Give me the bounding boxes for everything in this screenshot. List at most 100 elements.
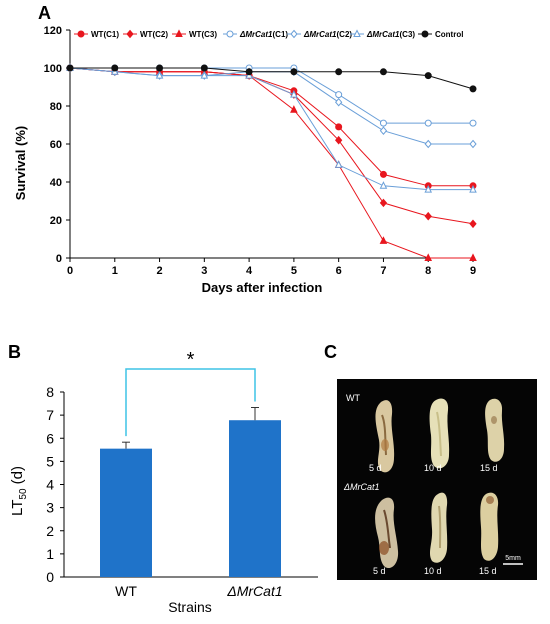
survival-x-tick-label: 9 (470, 265, 476, 277)
survival-point (424, 253, 433, 261)
legend-marker (290, 29, 298, 39)
legend-label: WT(C1) (91, 30, 119, 39)
survival-ticks: 0 20 40 60 80 100 120 0 1 2 3 4 5 6 7 8 9 (44, 25, 476, 277)
survival-point (469, 253, 477, 261)
legend-marker (77, 30, 85, 38)
survival-point (469, 85, 477, 93)
photo-day-mutant-15d: 15 d (479, 566, 497, 576)
significance-bracket: * (125, 349, 256, 437)
legend-item-4: ΔMrCat1(C1) (223, 30, 288, 39)
survival-point (379, 68, 387, 76)
legend-label: ΔMrCat1(C3) (366, 30, 415, 39)
legend-marker (353, 29, 361, 37)
legend-item-6: ΔMrCat1(C3) (350, 29, 415, 39)
survival-axes (69, 30, 473, 259)
survival-series-1 (66, 64, 477, 190)
larvae-photo: WT ΔMrCat1 5 d 10 d 15 d 5 d 10 d 15 d 5… (337, 379, 537, 580)
survival-point (155, 70, 164, 79)
survival-point (379, 170, 387, 178)
lt50-y-tick-label: 4 (46, 477, 54, 493)
legend-item-7: Control (418, 30, 463, 39)
survival-point (469, 139, 477, 149)
survival-x-tick-label: 5 (291, 265, 297, 277)
survival-point (424, 119, 432, 127)
legend-label: Control (435, 30, 463, 39)
lt50-x-axis-label: Strains (168, 599, 212, 615)
lt50-y-tick-label: 6 (46, 430, 54, 446)
legend-label: ΔMrCat1(C2) (303, 30, 352, 39)
photo-day-wt-15d: 15 d (480, 463, 498, 473)
survival-y-tick-label: 40 (50, 177, 62, 189)
survival-point (200, 70, 209, 79)
survival-point (469, 184, 477, 193)
survival-series-3 (66, 63, 477, 261)
survival-series-line (70, 67, 474, 90)
legend-item-2: WT(C2) (123, 29, 168, 39)
lt50-y-tick-label: 5 (46, 453, 54, 469)
survival-point (424, 211, 432, 221)
larva-wt-10d (429, 398, 450, 469)
lt50-category-label: ΔMrCat1 (226, 583, 282, 599)
survival-series-line (69, 67, 473, 191)
survival-point (290, 68, 298, 76)
survival-point (335, 91, 343, 99)
photo-day-mutant-5d: 5 d (373, 566, 386, 576)
panel-label-b: B (8, 342, 21, 362)
lt50-y-tick-label: 1 (46, 546, 54, 562)
survival-series-2 (66, 63, 477, 229)
photo-day-wt-10d: 10 d (424, 463, 442, 473)
scale-bar-label: 5mm (505, 555, 521, 562)
survival-point (379, 181, 388, 189)
survival-point (469, 219, 477, 229)
legend-marker (226, 30, 234, 38)
legend-marker (175, 29, 183, 37)
survival-series-7 (66, 64, 477, 93)
survival-point (335, 135, 343, 145)
survival-series-line (70, 67, 473, 124)
survival-point (334, 160, 343, 168)
survival-x-tick-label: 1 (112, 265, 118, 277)
survival-series-line (69, 67, 473, 187)
legend-label: ΔMrCat1(C1) (239, 30, 288, 39)
survival-series-line (69, 67, 473, 145)
lt50-y-tick-label: 8 (46, 384, 54, 400)
lt50-y-axis-label: LT50 (d) (9, 466, 29, 516)
survival-point (424, 139, 432, 149)
survival-y-tick-label: 60 (50, 139, 62, 151)
lt50-category-label: WT (115, 583, 137, 599)
survival-y-tick-label: 80 (50, 101, 62, 113)
survival-series-5 (66, 63, 477, 149)
survival-point (156, 64, 164, 72)
survival-series-line (69, 67, 474, 225)
survival-point (379, 236, 388, 244)
significance-star: * (187, 349, 195, 371)
legend-item-1: WT(C1) (74, 30, 119, 39)
legend-marker (126, 29, 134, 39)
photo-day-mutant-10d: 10 d (424, 566, 442, 576)
lt50-bars: WT ΔMrCat1 (100, 406, 283, 599)
survival-point (424, 72, 432, 80)
lt50-ticks: 0 1 2 3 4 5 6 7 8 (46, 384, 64, 585)
survival-x-tick-label: 0 (67, 265, 73, 277)
survival-point (335, 97, 343, 107)
survival-x-tick-label: 8 (425, 265, 431, 277)
survival-point (200, 64, 208, 72)
larva-mutant-5d (375, 497, 399, 569)
survival-x-tick-label: 7 (380, 265, 386, 277)
panel-label-c: C (324, 342, 337, 362)
survival-point (290, 105, 298, 113)
lt50-y-tick-label: 3 (46, 500, 54, 516)
survival-series-line (69, 67, 473, 259)
significance-bracket-line (125, 368, 256, 437)
survival-point (469, 119, 477, 127)
survival-y-tick-label: 120 (44, 25, 62, 37)
legend-marker (421, 30, 429, 38)
survival-x-tick-label: 6 (336, 265, 342, 277)
survival-point (424, 184, 433, 193)
legend-item-3: WT(C3) (172, 29, 217, 39)
survival-point (379, 126, 388, 135)
survival-legend: WT(C1) WT(C2) WT(C3) ΔMrCat1(C1) ΔMrCat1(C2)… (74, 29, 463, 39)
survival-point (290, 89, 298, 98)
